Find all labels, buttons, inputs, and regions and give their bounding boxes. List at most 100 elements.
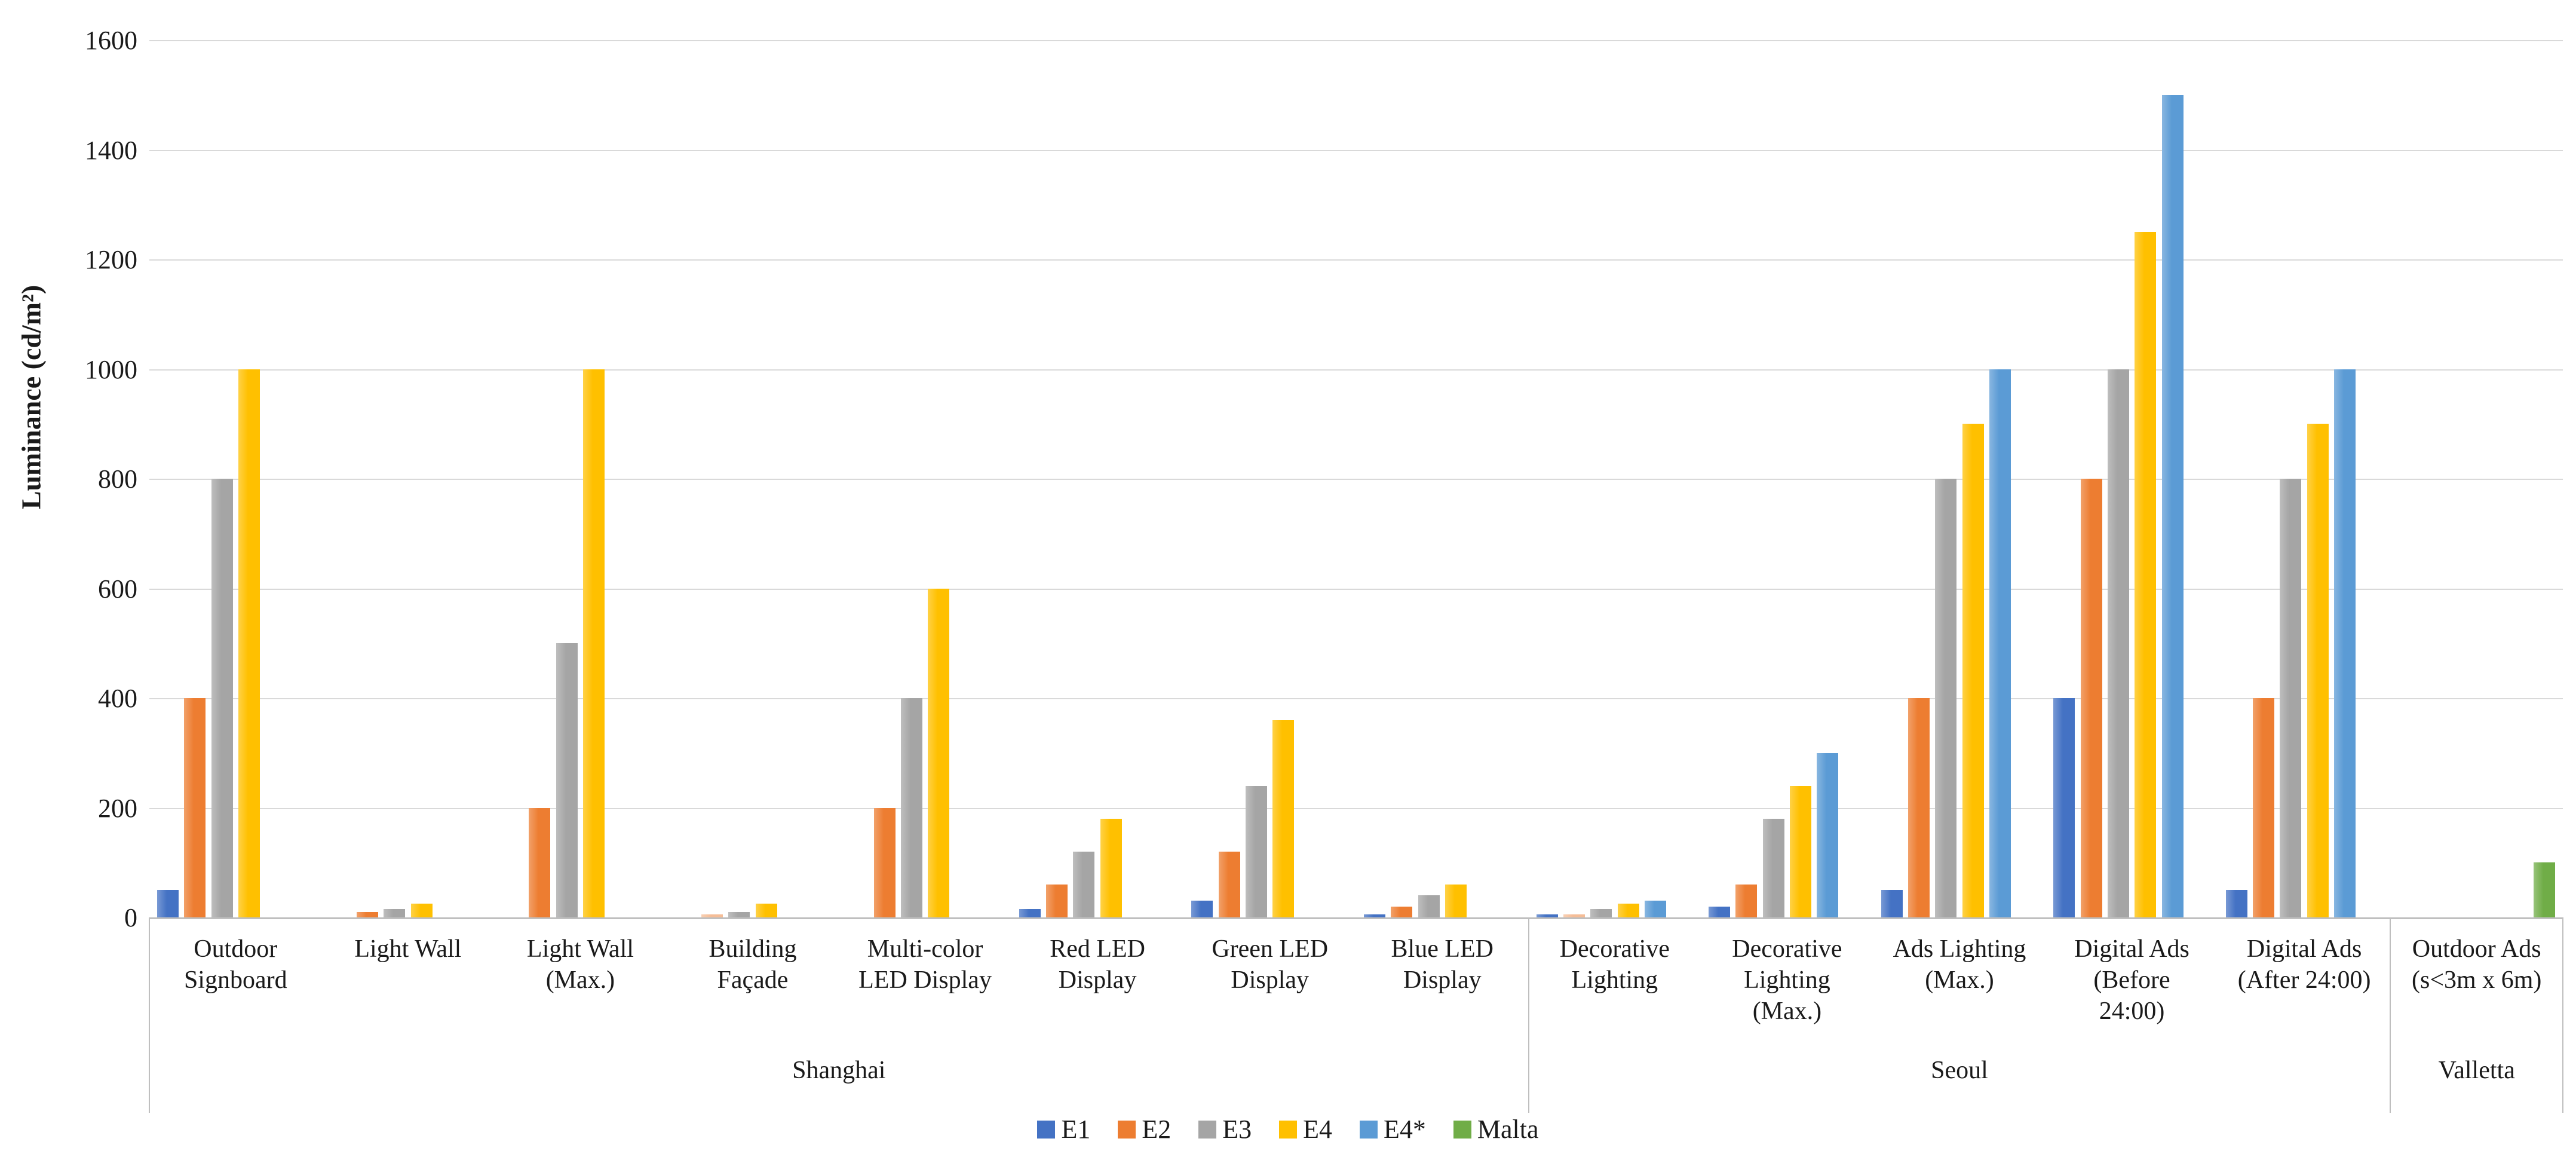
- bar-e2: [1908, 698, 1930, 917]
- bar-e4: [410, 904, 433, 917]
- chart-legend: E1 E2 E3 E4 E4* Malta: [0, 1116, 2576, 1143]
- bar-e4: [1272, 720, 1295, 917]
- bar-e4: [1445, 884, 1467, 917]
- legend-label: E3: [1222, 1115, 1252, 1144]
- axis-separator: [1528, 917, 1529, 1113]
- y-tick-label: 0: [124, 903, 137, 932]
- bar-e1: [1709, 906, 1731, 917]
- legend-swatch-icon: [1198, 1121, 1217, 1139]
- category-label: Decorative Lighting (Max.): [1732, 935, 1842, 1025]
- bar-e4: [1790, 785, 1812, 917]
- y-tick-label: 1000: [85, 354, 137, 384]
- bar-e4s: [1644, 901, 1666, 917]
- category-label: Digital Ads (After 24:00): [2237, 935, 2371, 994]
- bar-e2: [2080, 479, 2102, 917]
- category-label: Digital Ads (Before 24:00): [2074, 935, 2189, 1025]
- bar-e4s: [1817, 752, 1839, 917]
- bar-e1: [157, 890, 179, 917]
- legend-item-e4: E4: [1279, 1116, 1332, 1143]
- bar-e2: [1391, 906, 1413, 917]
- legend-label: E4*: [1384, 1115, 1426, 1144]
- bar-e3: [2280, 479, 2302, 917]
- category-label: Building Façade: [709, 935, 797, 994]
- bar-e3: [1246, 785, 1268, 917]
- bar-e3: [1418, 895, 1440, 917]
- legend-swatch-icon: [1279, 1121, 1298, 1139]
- axis-separator: [2562, 917, 2563, 1113]
- bar-e3: [384, 909, 406, 917]
- category-label: Light Wall: [354, 935, 462, 963]
- bar-e4: [755, 904, 777, 917]
- bar-e4: [1100, 818, 1122, 917]
- category-label: Multi-color LED Display: [858, 935, 992, 994]
- gridline: [149, 479, 2563, 480]
- bar-e3: [728, 911, 750, 917]
- gridline: [149, 259, 2563, 261]
- bar-e3: [1935, 479, 1957, 917]
- bar-e1: [1881, 890, 1903, 917]
- bar-e4s: [2334, 369, 2356, 917]
- legend-swatch-icon: [1453, 1121, 1471, 1139]
- bar-e2: [529, 807, 551, 917]
- gridline: [149, 149, 2563, 151]
- legend-item-e2: E2: [1118, 1116, 1171, 1143]
- bar-e2: [356, 911, 378, 917]
- bar-e2: [1218, 851, 1240, 917]
- category-label: Decorative Lighting: [1559, 935, 1670, 994]
- legend-item-malta: Malta: [1453, 1116, 1539, 1143]
- legend-label: E1: [1061, 1115, 1091, 1144]
- city-label: Shanghai: [792, 1057, 886, 1084]
- bar-e3: [1590, 909, 1612, 917]
- legend-label: Malta: [1477, 1115, 1539, 1144]
- bar-e3: [556, 643, 578, 917]
- category-label: Outdoor Signboard: [183, 935, 287, 994]
- bar-e3: [1762, 818, 1784, 917]
- gridline: [149, 807, 2563, 809]
- legend-label: E4: [1303, 1115, 1333, 1144]
- bar-e2: [1046, 884, 1068, 917]
- bar-e2: [701, 914, 723, 917]
- legend-item-e4s: E4*: [1360, 1116, 1426, 1143]
- bar-e2: [1735, 884, 1758, 917]
- y-axis-title: Luminance (cd/m²): [16, 284, 47, 510]
- city-label: Valletta: [2438, 1057, 2515, 1084]
- y-tick-label: 400: [98, 684, 137, 713]
- bar-e4s: [2161, 94, 2184, 917]
- bar-e2: [184, 698, 206, 917]
- y-tick-label: 1200: [85, 245, 137, 274]
- y-tick-label: 1600: [85, 26, 137, 55]
- y-tick-label: 200: [98, 793, 137, 823]
- gridline: [149, 588, 2563, 590]
- axis-separator: [2390, 917, 2391, 1113]
- category-label: Red LED Display: [1050, 935, 1146, 994]
- legend-swatch-icon: [1118, 1121, 1136, 1139]
- bar-e2: [1563, 914, 1585, 917]
- bar-e1: [2053, 698, 2075, 917]
- city-label: Seoul: [1931, 1057, 1988, 1084]
- category-label: Light Wall (Max.): [526, 935, 634, 994]
- legend-item-e3: E3: [1198, 1116, 1252, 1143]
- x-axis-line: [149, 917, 2563, 919]
- axis-separator: [149, 917, 150, 1113]
- legend-swatch-icon: [1360, 1121, 1378, 1139]
- bar-e4: [238, 369, 260, 917]
- bar-e1: [1191, 901, 1213, 917]
- bar-e3: [211, 479, 233, 917]
- category-label: Blue LED Display: [1391, 935, 1494, 994]
- bar-e1: [1019, 909, 1041, 917]
- bar-e4: [928, 588, 950, 917]
- y-tick-label: 600: [98, 574, 137, 604]
- bar-e3: [900, 698, 922, 917]
- legend-label: E2: [1142, 1115, 1172, 1144]
- bar-e2: [2253, 698, 2275, 917]
- bar-e1: [2225, 890, 2247, 917]
- bar-e4: [2307, 424, 2329, 917]
- bar-e4s: [1989, 369, 2011, 917]
- bar-e4: [583, 369, 605, 917]
- bar-e4: [2135, 232, 2157, 917]
- legend-item-e1: E1: [1037, 1116, 1090, 1143]
- bar-malta: [2533, 862, 2555, 917]
- bar-e4: [1617, 904, 1639, 917]
- bar-e2: [873, 807, 896, 917]
